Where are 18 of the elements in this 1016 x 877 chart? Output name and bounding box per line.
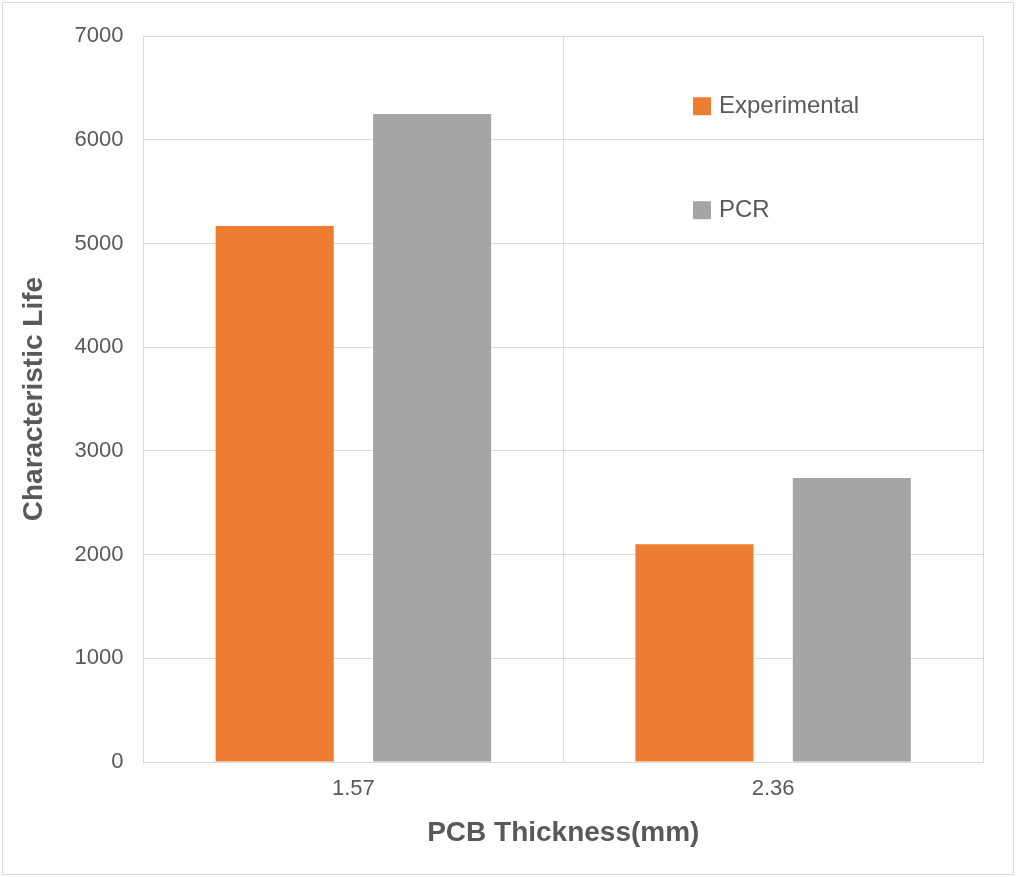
- legend-label: Experimental: [719, 90, 860, 118]
- x-tick-label: 1.57: [331, 775, 375, 801]
- bar: [792, 477, 911, 762]
- y-tick-label: 3000: [74, 437, 124, 463]
- bar: [215, 225, 334, 762]
- x-axis-title: PCB Thickness(mm): [427, 815, 700, 847]
- y-tick-label: 2000: [74, 540, 124, 566]
- y-tick-label: 7000: [74, 22, 124, 48]
- legend-label: PCR: [719, 194, 770, 222]
- y-tick-label: 0: [111, 748, 124, 774]
- y-tick-label: 6000: [74, 125, 124, 151]
- bar: [373, 113, 492, 762]
- y-tick-label: 5000: [74, 229, 124, 255]
- y-tick-label: 4000: [74, 333, 124, 359]
- bar: [635, 544, 754, 762]
- y-axis-title: Characteristic Life: [16, 276, 48, 522]
- x-tick-label: 2.36: [751, 775, 795, 801]
- y-tick-label: 1000: [74, 644, 124, 670]
